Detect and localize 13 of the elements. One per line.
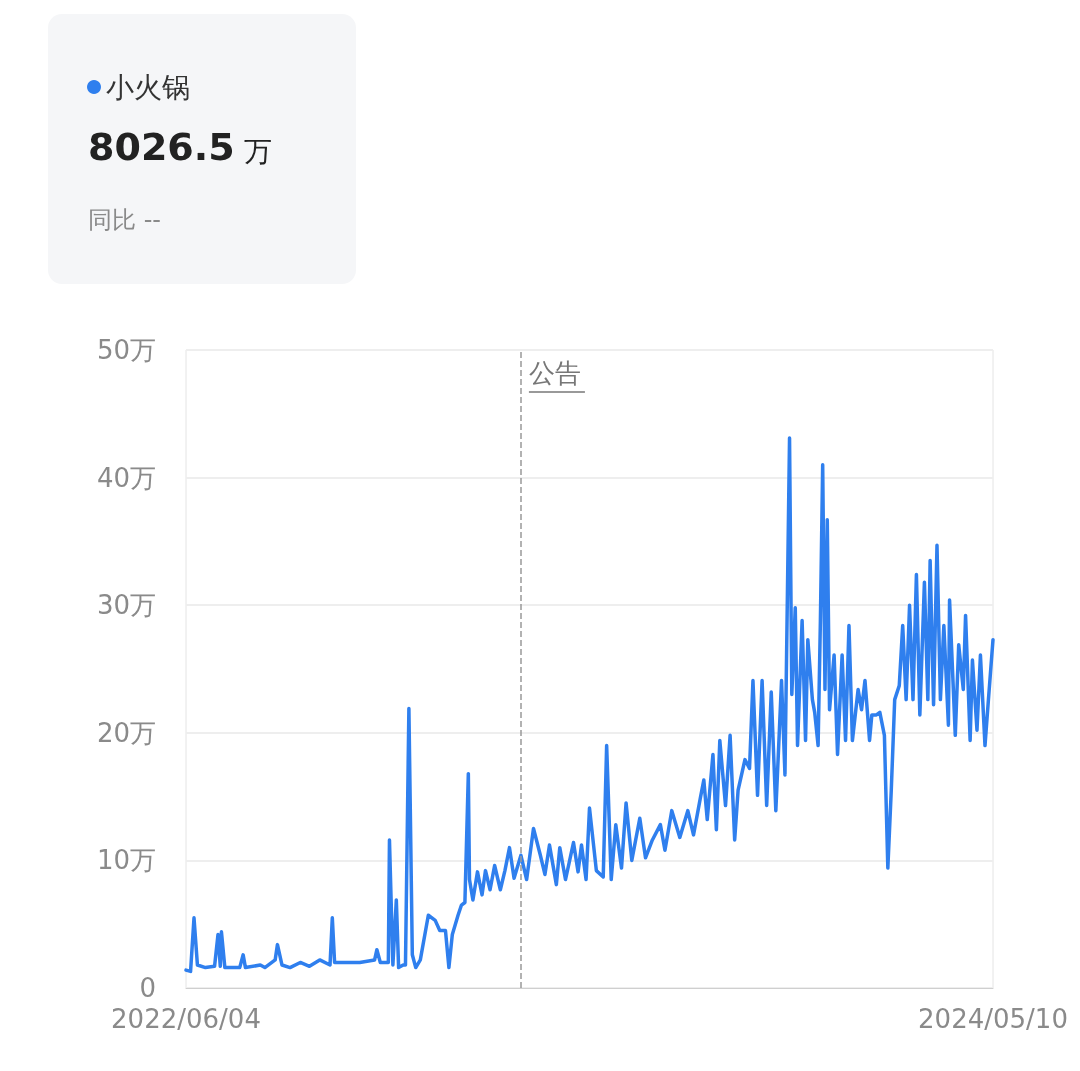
- y-tick-label: 0: [139, 973, 156, 1003]
- y-tick-label: 50万: [96, 335, 156, 365]
- y-tick-label: 40万: [96, 462, 156, 493]
- y-tick-label: 30万: [96, 590, 156, 621]
- legend-label: 小火锅: [106, 70, 190, 104]
- line-series: [184, 436, 995, 974]
- x-tick-label: 2022/06/04: [111, 1004, 261, 1034]
- y-tick-label: 20万: [96, 717, 156, 748]
- text: 同比 --: [88, 206, 161, 234]
- y-tick-label: 10万: [96, 845, 156, 876]
- ref-line-label: 公告: [528, 358, 581, 388]
- x-tick-label: 2024/05/10: [918, 1004, 1068, 1034]
- text: 8026.5 万: [88, 125, 272, 169]
